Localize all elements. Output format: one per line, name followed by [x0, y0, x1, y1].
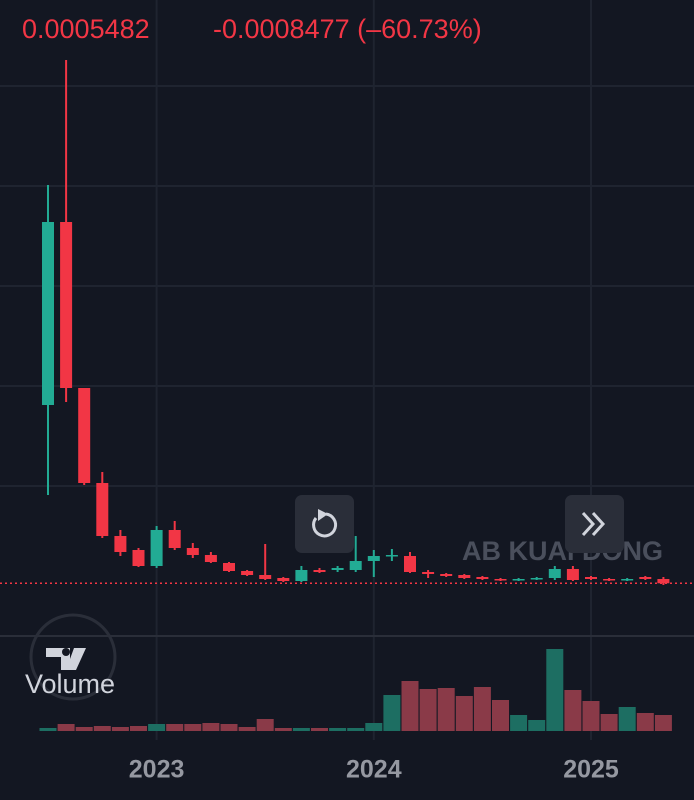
scroll-to-end-button[interactable]	[565, 495, 624, 553]
volume-bar	[437, 688, 455, 731]
candle-body	[223, 563, 235, 571]
candle-body	[566, 569, 579, 580]
volume-bar	[636, 713, 654, 731]
candle-body	[241, 571, 254, 575]
candle-body	[512, 579, 525, 581]
x-tick-label: 2024	[346, 756, 402, 784]
candle-body	[60, 222, 73, 388]
volume-bar	[39, 728, 57, 731]
candle-body	[78, 388, 91, 483]
volume-bar	[202, 723, 220, 731]
candle-body	[367, 556, 380, 561]
candle-body	[476, 577, 489, 579]
candle-body	[96, 483, 109, 536]
last-price: 0.0005482	[22, 14, 150, 44]
candle-body	[494, 579, 507, 581]
candle-body	[349, 561, 362, 570]
candle-body	[132, 550, 145, 566]
candle-body	[422, 572, 435, 574]
volume-bar	[347, 728, 365, 731]
tv-logo	[29, 613, 117, 701]
reset-button[interactable]	[295, 495, 354, 553]
volume-bar	[256, 719, 274, 731]
volume-bar	[130, 726, 147, 731]
volume-bar	[274, 728, 292, 731]
x-tick-label: 2025	[563, 756, 619, 784]
volume-bar	[654, 715, 672, 731]
volume-bar	[419, 689, 437, 731]
volume-bar	[528, 720, 546, 731]
candle-body	[548, 569, 561, 578]
volume-bar	[292, 728, 310, 731]
candle-body	[530, 578, 543, 580]
watermark: AB KUAI DONG	[462, 536, 663, 566]
volume-bar	[455, 696, 473, 731]
grid	[0, 0, 694, 740]
volume-bar	[220, 724, 238, 731]
volume-bar	[93, 726, 111, 731]
candle-body	[621, 579, 634, 581]
volume-bar	[238, 727, 256, 731]
candle-body	[259, 575, 272, 579]
candle-body	[186, 548, 199, 555]
volume-bar	[582, 701, 600, 731]
candle-body	[150, 530, 163, 566]
candle-body	[639, 577, 652, 579]
candle-body	[277, 578, 290, 581]
candle-body	[385, 555, 398, 557]
candle-body	[204, 555, 217, 562]
volume-bar	[75, 727, 93, 731]
volume-bar	[383, 695, 401, 731]
volume-bar	[546, 649, 564, 731]
volume-bar	[492, 700, 509, 731]
x-tick-label: 2023	[129, 756, 185, 784]
volume-bar	[564, 690, 582, 731]
candle-body	[114, 536, 127, 552]
candle-body	[440, 574, 453, 576]
price-change: -0.0008477 (–60.73%)	[213, 14, 482, 44]
candle-body	[331, 568, 344, 570]
volume-bar	[329, 728, 347, 731]
volume-bar	[510, 715, 528, 731]
volume-bar	[57, 724, 75, 731]
volume-label: Volume	[25, 669, 115, 699]
candle-body	[657, 579, 670, 584]
volume-bar	[184, 724, 202, 731]
volume-bar	[618, 707, 636, 731]
volume-bar	[365, 723, 383, 731]
volume-bar	[111, 727, 129, 731]
volume-bar	[473, 687, 491, 731]
candle-body	[295, 570, 308, 581]
volume-bar	[311, 728, 328, 731]
marks	[0, 60, 694, 731]
volume-bar	[166, 724, 184, 731]
candle-body	[458, 575, 471, 578]
candle-body	[404, 556, 416, 572]
volume-bar	[600, 714, 618, 731]
candle-body	[585, 577, 597, 579]
candle-body	[313, 570, 326, 572]
candle-body	[168, 530, 181, 548]
candle-body	[603, 579, 616, 581]
candle-body	[42, 222, 54, 405]
volume-bar	[148, 724, 166, 731]
volume-bar	[401, 681, 419, 731]
